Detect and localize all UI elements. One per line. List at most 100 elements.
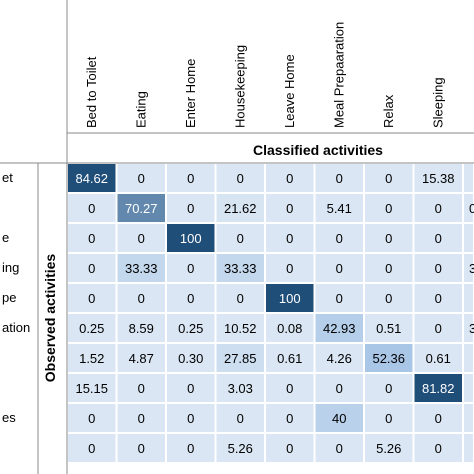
heatmap-cell <box>414 254 462 282</box>
heatmap-cell <box>365 314 413 342</box>
heatmap-cell <box>68 224 116 252</box>
cell-value-label: 3 <box>469 261 474 276</box>
cell-value-label: 0 <box>336 261 343 276</box>
cell-value-label: 0 <box>286 171 293 186</box>
heatmap-cell <box>68 284 116 312</box>
cell-value-label: 0.61 <box>277 351 302 366</box>
cell-value-label: 4.26 <box>327 351 352 366</box>
row-label: es <box>2 410 16 425</box>
heatmap-cell <box>365 254 413 282</box>
heatmap-cell <box>167 164 215 192</box>
cell-value-label: 0 <box>385 261 392 276</box>
heatmap-cell <box>266 314 314 342</box>
heatmap-cell <box>167 404 215 432</box>
cell-value-label: 0 <box>385 291 392 306</box>
heatmap-cell <box>117 164 165 192</box>
column-label: Meal Prepaaration <box>331 22 346 128</box>
cell-value-label: 0 <box>385 171 392 186</box>
heatmap-cell <box>365 374 413 402</box>
cell-value-label: 0 <box>469 201 474 216</box>
cell-value-label: 0 <box>187 411 194 426</box>
heatmap-cell <box>216 194 264 222</box>
heatmap-cell <box>216 164 264 192</box>
cell-value-label: 15.38 <box>422 171 455 186</box>
heatmap-cell <box>117 224 165 252</box>
heatmap-cell <box>464 164 473 192</box>
cell-value-label: 0 <box>138 441 145 456</box>
heatmap-cell <box>266 284 314 312</box>
heatmap-cell <box>464 374 473 402</box>
cell-value-label: 0 <box>336 381 343 396</box>
cell-value-label: 0 <box>88 411 95 426</box>
heatmap-cell <box>464 224 473 252</box>
cell-value-label: 0.30 <box>178 351 203 366</box>
cell-value-label: 0 <box>187 381 194 396</box>
heatmap-cell <box>167 374 215 402</box>
cell-value-label: 0 <box>435 291 442 306</box>
cell-value-label: 0 <box>88 231 95 246</box>
cell-value-label: 52.36 <box>372 351 405 366</box>
cell-value-label: 0.61 <box>426 351 451 366</box>
heatmap-cell <box>464 314 473 342</box>
heatmap-cell <box>266 434 314 462</box>
cell-value-label: 0 <box>385 201 392 216</box>
cell-value-label: 0 <box>385 231 392 246</box>
cell-value-label: 0.25 <box>178 321 203 336</box>
heatmap-cell <box>68 254 116 282</box>
heatmap-cell <box>167 434 215 462</box>
cell-value-label: 0 <box>88 441 95 456</box>
cell-value-label: 0.51 <box>376 321 401 336</box>
cell-value-label: 0 <box>138 411 145 426</box>
column-labels: Bed to Toilet Eating Enter Home Housekeepin… <box>84 22 446 128</box>
heatmap-cell <box>365 344 413 372</box>
heatmap-cell <box>68 374 116 402</box>
cell-value-label: 10.52 <box>224 321 257 336</box>
row-label: et <box>2 170 13 185</box>
cell-value-label: 0 <box>88 201 95 216</box>
heatmap-cell <box>266 404 314 432</box>
cell-value-label: 81.82 <box>422 381 455 396</box>
heatmap-cell <box>117 284 165 312</box>
heatmap-cell <box>266 194 314 222</box>
heatmap-cell <box>68 314 116 342</box>
cell-value-label: 3.03 <box>228 381 253 396</box>
heatmap-cell <box>315 224 363 252</box>
heatmap-cell <box>167 224 215 252</box>
column-label: Leave Home <box>282 54 297 128</box>
heatmap-cell <box>167 194 215 222</box>
heatmap-cell <box>68 164 116 192</box>
heatmap-cell <box>266 224 314 252</box>
heatmap-cell <box>315 164 363 192</box>
heatmap-cell <box>216 404 264 432</box>
cell-value-label: 84.62 <box>75 171 108 186</box>
heatmap-cell <box>68 434 116 462</box>
cell-value-label: 0.08 <box>277 321 302 336</box>
heatmap-cell <box>216 434 264 462</box>
heatmap-cell <box>68 344 116 372</box>
heatmap-cell <box>315 404 363 432</box>
cell-value-label: 5.41 <box>327 201 352 216</box>
heatmap-cell <box>216 284 264 312</box>
heatmap-cell <box>216 374 264 402</box>
heatmap-cell <box>167 254 215 282</box>
heatmap-cell <box>315 374 363 402</box>
heatmap-cell <box>117 254 165 282</box>
heatmap-cell <box>117 404 165 432</box>
heatmap-cell <box>464 344 473 372</box>
cell-value-label: 0 <box>435 201 442 216</box>
cell-value-label: 70.27 <box>125 201 158 216</box>
heatmap-cell <box>117 434 165 462</box>
cell-value-label: 0 <box>435 411 442 426</box>
cell-value-label: 0 <box>187 261 194 276</box>
heatmap-cells: 84.62 0 0 0 0 0 0 15.38 0 70.27 0 21.62 0 5.41 0 0 0 0 0 10… <box>68 164 474 462</box>
row-label: ation <box>2 320 31 335</box>
cell-value-label: 33.33 <box>224 261 257 276</box>
cell-value-label: 0 <box>187 201 194 216</box>
column-label: Eating <box>133 91 148 128</box>
heatmap-cell <box>464 194 473 222</box>
heatmap-cell <box>414 284 462 312</box>
heatmap-cell <box>414 194 462 222</box>
heatmap-cell <box>117 194 165 222</box>
